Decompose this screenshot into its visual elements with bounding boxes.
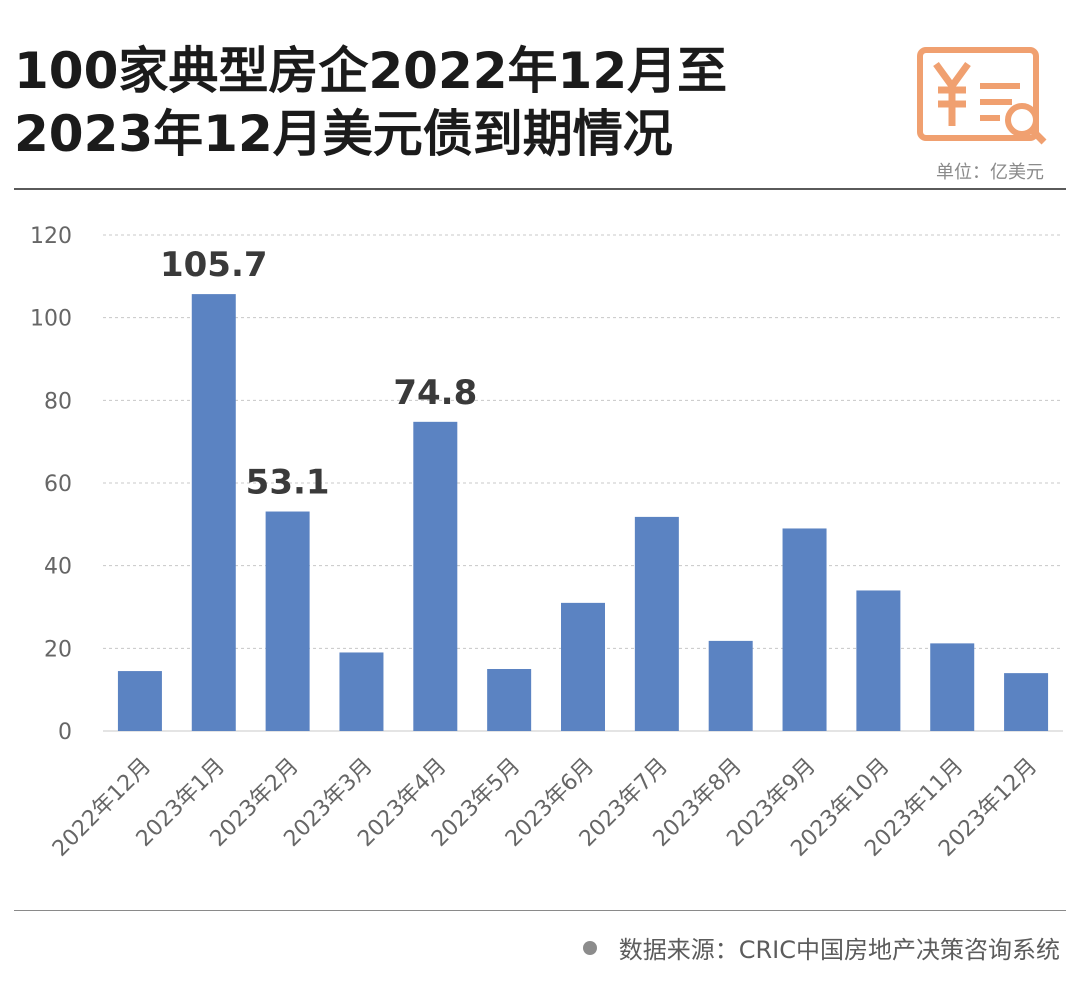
bar	[339, 652, 384, 731]
chart-title: 100家典型房企2022年12月至 2023年12月美元债到期情况	[14, 40, 874, 166]
bar	[782, 528, 827, 731]
bar	[634, 516, 679, 731]
data-source-text: 数据来源：CRIC中国房地产决策咨询系统	[618, 936, 1060, 964]
data-label: 74.8	[393, 373, 477, 413]
bar	[708, 640, 753, 731]
title-line-1: 100家典型房企2022年12月至	[14, 42, 728, 100]
bullet-icon	[582, 940, 597, 955]
bar	[561, 602, 605, 731]
x-tick-label: 2022年12月	[48, 754, 156, 862]
bar	[191, 294, 236, 731]
bar	[117, 671, 162, 731]
y-tick-label: 60	[44, 472, 72, 497]
data-label: 53.1	[246, 463, 330, 503]
unit-label: 单位：亿美元	[936, 162, 1044, 183]
y-tick-label: 40	[44, 555, 72, 580]
y-tick-label: 120	[30, 224, 72, 249]
bar	[265, 511, 310, 731]
data-source: 数据来源：CRIC中国房地产决策咨询系统	[582, 930, 1060, 965]
bar	[856, 590, 901, 731]
y-tick-label: 20	[44, 637, 72, 662]
y-tick-label: 0	[58, 720, 72, 745]
bar	[1004, 673, 1049, 731]
y-tick-label: 80	[44, 389, 72, 414]
bar-chart: 0204060801001202022年12月2023年1月2023年2月202…	[30, 224, 1063, 862]
title-divider	[14, 188, 1066, 190]
bar	[930, 643, 975, 731]
title-line-2: 2023年12月美元债到期情况	[14, 105, 673, 163]
footer-divider	[14, 910, 1066, 911]
y-tick-label: 100	[30, 307, 72, 332]
yuan-search-icon	[917, 47, 1047, 145]
data-label: 105.7	[160, 245, 268, 285]
bar	[487, 669, 532, 731]
bar	[413, 421, 458, 731]
